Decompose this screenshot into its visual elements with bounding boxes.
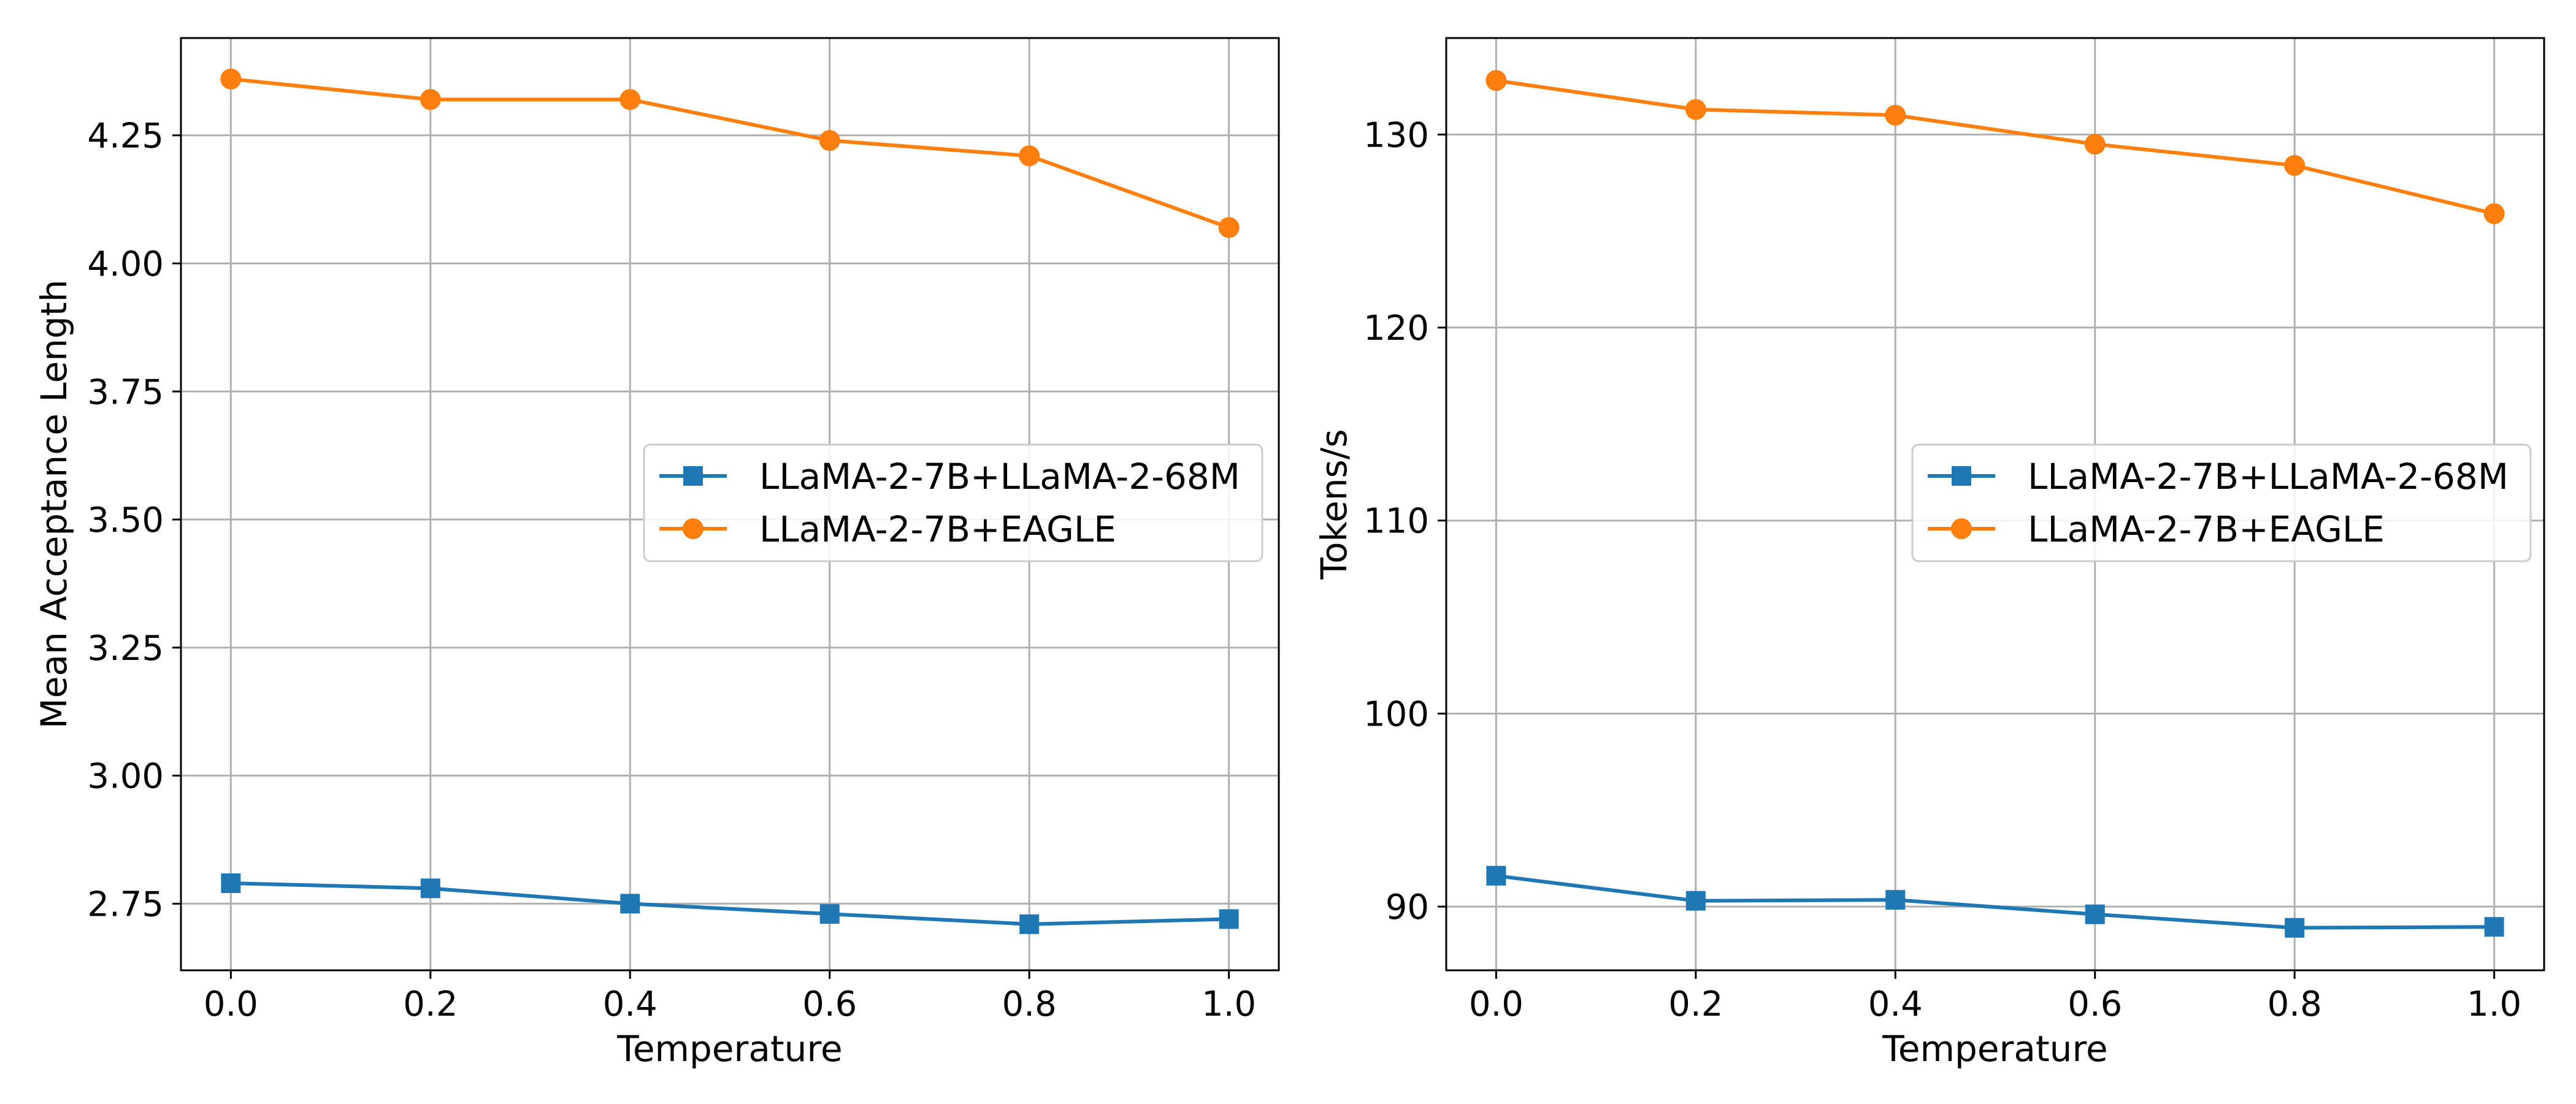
data-point-llama-2-7b-eagle — [1218, 217, 1240, 239]
chart-left-legend-label-eagle: LLaMA-2-7B+EAGLE — [759, 508, 1116, 550]
y-tick-label: 100 — [1363, 694, 1429, 734]
y-tick-label: 2.75 — [87, 884, 164, 924]
chart-left-legend: LLaMA-2-7B+LLaMA-2-68M LLaMA-2-7B+EAGLE — [643, 443, 1263, 562]
chart-right-series — [1485, 70, 2505, 938]
y-tick-label: 130 — [1363, 115, 1429, 155]
chart-left: 0.0 0.2 0.4 0.6 0.8 1.0 2.75 3.00 3.25 3.50 3.75 4.… — [33, 37, 1280, 1070]
data-point-llama-2-7b-llama-2-68m — [2484, 917, 2504, 937]
series-line-llama-2-7b-llama-2-68m — [1495, 873, 2494, 930]
chart-right-legend-label-eagle: LLaMA-2-7B+EAGLE — [2028, 508, 2385, 550]
data-point-llama-2-7b-llama-2-68m — [1019, 914, 1040, 934]
y-tick-label: 3.25 — [87, 629, 164, 669]
x-tick-label: 0.4 — [1868, 984, 1923, 1024]
x-tick-label: 0.0 — [1469, 984, 1524, 1024]
chart-left-legend-label-llama-68m: LLaMA-2-7B+LLaMA-2-68M — [759, 456, 1240, 497]
y-tick-label: 110 — [1363, 502, 1429, 542]
chart-right-ticks: 0.0 0.2 0.4 0.6 0.8 1.0 90 100 110 120 130 — [1363, 115, 2521, 1024]
y-tick-label: 90 — [1386, 887, 1429, 927]
x-tick-label: 0.6 — [2068, 984, 2122, 1024]
y-tick-label: 3.75 — [87, 372, 164, 412]
series-line-llama-2-7b-eagle — [231, 77, 1230, 229]
data-point-llama-2-7b-llama-2-68m — [620, 894, 640, 914]
data-point-llama-2-7b-eagle — [2284, 155, 2306, 176]
chart-right-legend-box — [1911, 443, 2532, 562]
chart-left-y-axis-label: Mean Acceptance Length — [33, 280, 75, 729]
chart-right-legend: LLaMA-2-7B+LLaMA-2-68M LLaMA-2-7B+EAGLE — [1911, 443, 2532, 562]
chart-right-y-axis-label: Tokens/s — [1313, 429, 1355, 580]
x-tick-label: 0.4 — [603, 984, 657, 1024]
data-point-llama-2-7b-eagle — [1485, 70, 1507, 91]
chart-right-x-axis-label: Temperature — [1882, 1028, 2107, 1070]
chart-left-legend-marker-eagle — [683, 518, 703, 539]
series-line-llama-2-7b-llama-2-68m — [231, 881, 1229, 926]
chart-right-legend-marker-eagle — [1951, 518, 1972, 539]
x-tick-label: 0.8 — [2267, 984, 2322, 1024]
data-point-llama-2-7b-eagle — [1685, 99, 1706, 120]
x-tick-label: 0.0 — [204, 984, 258, 1024]
y-tick-label: 4.00 — [87, 244, 164, 284]
x-tick-label: 1.0 — [1202, 984, 1256, 1024]
data-point-llama-2-7b-llama-2-68m — [1486, 865, 1506, 886]
data-point-llama-2-7b-llama-2-68m — [420, 878, 440, 899]
data-point-llama-2-7b-eagle — [420, 89, 441, 110]
series-line-llama-2-7b-eagle — [1495, 79, 2495, 216]
data-point-llama-2-7b-eagle — [220, 68, 242, 90]
chart-left-series — [220, 68, 1240, 934]
chart-left-legend-marker-llama-68m — [683, 466, 703, 486]
y-tick-label: 3.50 — [87, 500, 164, 540]
data-point-llama-2-7b-llama-2-68m — [1885, 890, 1906, 910]
x-tick-label: 0.6 — [802, 984, 857, 1024]
chart-left-ticks: 0.0 0.2 0.4 0.6 0.8 1.0 2.75 3.00 3.25 3.50 3.75 4.… — [87, 117, 1256, 1024]
chart-right-legend-marker-llama-68m — [1952, 466, 1971, 486]
chart-right-plot-frame — [1445, 37, 2545, 972]
x-tick-label: 1.0 — [2467, 984, 2521, 1024]
y-tick-label: 120 — [1363, 309, 1429, 348]
chart-right: 0.0 0.2 0.4 0.6 0.8 1.0 90 100 110 120 130 Tempera… — [1313, 37, 2545, 1070]
data-point-llama-2-7b-eagle — [619, 89, 641, 110]
data-point-llama-2-7b-llama-2-68m — [2285, 918, 2305, 938]
chart-right-legend-label-llama-68m: LLaMA-2-7B+LLaMA-2-68M — [2028, 456, 2509, 497]
data-point-llama-2-7b-eagle — [1885, 104, 1906, 126]
data-point-llama-2-7b-eagle — [819, 130, 840, 151]
data-point-llama-2-7b-llama-2-68m — [1219, 909, 1239, 929]
x-tick-label: 0.2 — [403, 984, 458, 1024]
data-point-llama-2-7b-eagle — [2483, 203, 2505, 224]
data-point-llama-2-7b-llama-2-68m — [2085, 904, 2105, 924]
x-tick-label: 0.8 — [1002, 984, 1057, 1024]
chart-left-x-axis-label: Temperature — [616, 1028, 842, 1070]
data-point-llama-2-7b-eagle — [2084, 134, 2106, 155]
data-point-llama-2-7b-eagle — [1019, 145, 1040, 167]
x-tick-label: 0.2 — [1668, 984, 1723, 1024]
data-point-llama-2-7b-llama-2-68m — [221, 873, 241, 894]
data-point-llama-2-7b-llama-2-68m — [1685, 891, 1706, 911]
data-point-llama-2-7b-llama-2-68m — [819, 904, 840, 924]
y-tick-label: 4.25 — [87, 117, 164, 156]
chart-left-plot-frame — [180, 37, 1280, 972]
y-tick-label: 3.00 — [87, 757, 164, 797]
chart-left-legend-box — [643, 443, 1263, 562]
